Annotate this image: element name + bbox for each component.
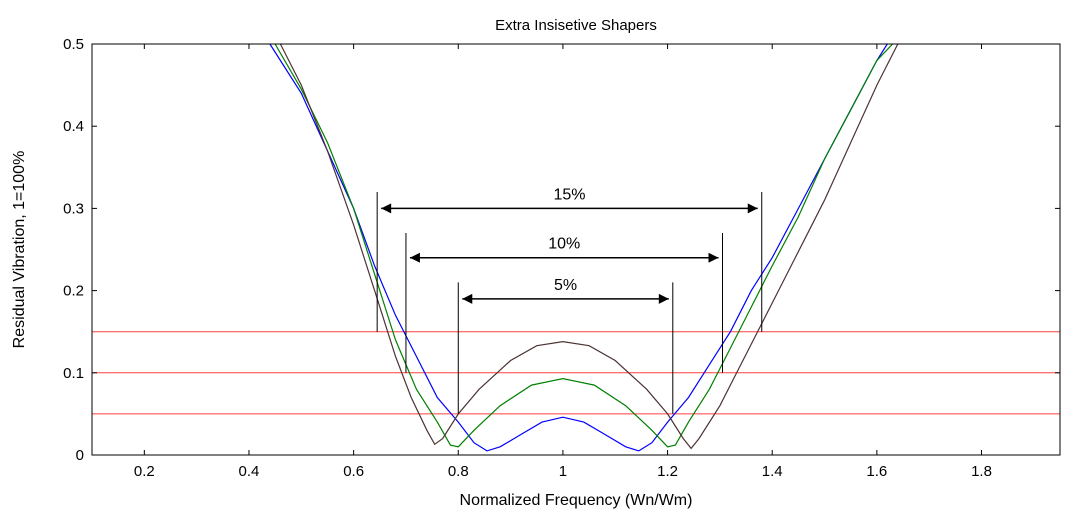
x-tick-label: 1 [559,463,567,480]
plot-frame [91,43,1061,456]
y-tick-label: 0.3 [63,200,84,217]
annotation-label: 10% [548,236,580,253]
annotation-label: 5% [554,277,577,294]
x-tick-label: 0.6 [343,463,364,480]
x-tick-label: 0.4 [239,463,260,480]
y-tick-label: 0.1 [63,365,84,382]
x-tick-label: 0.8 [448,463,469,480]
series-line [274,43,894,448]
x-axis-label: Normalized Frequency (Wn/Wm) [460,492,693,509]
x-tick-label: 0.2 [134,463,155,480]
y-axis-label: Residual Vibration, 1=100% [11,151,28,349]
y-tick-label: 0.4 [63,118,84,135]
y-tick-label: 0.2 [63,283,84,300]
plot-layer: 0.2 0.4 0.6 0.8 1 1.2 1.4 1.6 1.8 0 0.1 0.2 0.3 0.4 0.… [63,36,1060,480]
series-line [269,43,888,452]
x-tick-label: 1.4 [762,463,783,480]
annotation-label: 15% [553,186,585,203]
y-tick-label: 0.5 [63,36,84,53]
x-tick-label: 1.2 [657,463,678,480]
chart-title: Extra Insisetive Shapers [495,17,657,34]
x-tick-label: 1.6 [866,463,887,480]
y-tick-label: 0 [76,447,84,464]
x-tick-label: 1.8 [971,463,992,480]
series-line [279,43,899,450]
